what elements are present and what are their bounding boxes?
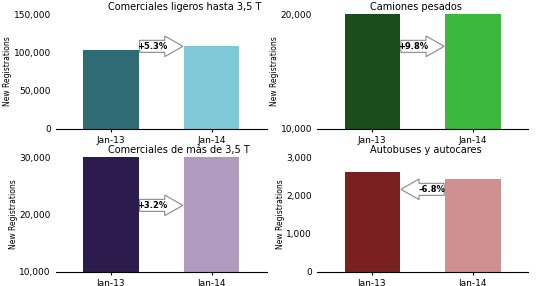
Text: Comerciales de más de 3,5 T: Comerciales de más de 3,5 T <box>108 145 250 155</box>
Text: +5.3%: +5.3% <box>137 42 167 51</box>
Polygon shape <box>401 179 444 200</box>
Bar <box>445 0 500 129</box>
Text: Autobuses y autocares: Autobuses y autocares <box>370 145 481 155</box>
Text: Camiones pesados: Camiones pesados <box>370 2 461 12</box>
Polygon shape <box>140 195 183 216</box>
Bar <box>445 179 500 272</box>
Text: Comerciales ligeros hasta 3,5 T: Comerciales ligeros hasta 3,5 T <box>108 2 262 12</box>
Bar <box>345 0 400 129</box>
Y-axis label: New Registrations: New Registrations <box>3 37 12 106</box>
Text: +9.8%: +9.8% <box>399 42 429 51</box>
Polygon shape <box>401 36 444 57</box>
Bar <box>184 150 239 272</box>
Bar <box>184 45 239 129</box>
Text: +3.2%: +3.2% <box>137 201 167 210</box>
Polygon shape <box>140 36 183 57</box>
Y-axis label: New Registrations: New Registrations <box>270 37 279 106</box>
Text: -6.8%: -6.8% <box>418 185 445 194</box>
Y-axis label: New Registrations: New Registrations <box>9 180 18 249</box>
Bar <box>345 172 400 272</box>
Bar <box>83 50 138 129</box>
Bar <box>83 154 138 272</box>
Y-axis label: New Registrations: New Registrations <box>276 180 285 249</box>
